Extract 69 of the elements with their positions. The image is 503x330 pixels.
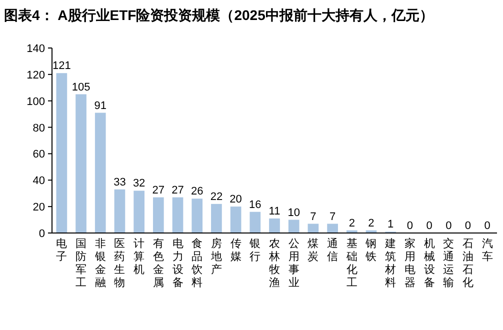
data-label: 32 xyxy=(132,178,146,190)
data-label: 121 xyxy=(52,60,71,72)
bar xyxy=(269,218,280,233)
y-tick-label: 100 xyxy=(26,96,45,108)
data-label: 105 xyxy=(72,81,90,94)
data-label: 0 xyxy=(464,220,472,232)
data-label: 11 xyxy=(268,205,280,218)
x-tick-label: 机械设备 xyxy=(424,238,435,289)
data-label: 1 xyxy=(388,218,394,231)
bar xyxy=(94,112,106,233)
data-label: 0 xyxy=(484,220,490,232)
x-tick-label: 传媒 xyxy=(230,238,242,263)
x-tick-label: 国防军工 xyxy=(76,238,87,289)
y-tick-label: 80 xyxy=(32,122,45,134)
x-tick-label: 非银金融 xyxy=(94,237,106,289)
data-label: 26 xyxy=(190,186,204,198)
data-label: 2 xyxy=(348,217,355,230)
x-tick-label: 医药生物 xyxy=(114,238,126,289)
y-tick-label: 120 xyxy=(26,69,45,82)
bar xyxy=(288,220,300,233)
data-label: 27 xyxy=(172,184,184,196)
x-tick-label: 家用电器 xyxy=(404,237,416,289)
chart-title: 图表4： A股行业ETF险资投资规模（2025中报前十大持有人，亿元） xyxy=(4,7,434,23)
x-tick-label: 建筑材料 xyxy=(384,237,396,289)
bar xyxy=(327,224,338,233)
data-label: 7 xyxy=(329,210,336,223)
data-label: 22 xyxy=(210,190,223,203)
x-tick-label: 石油石化 xyxy=(462,238,474,289)
y-tick-label: 20 xyxy=(32,202,45,214)
data-label: 91 xyxy=(94,100,106,112)
bar xyxy=(56,73,68,233)
x-tick-label: 公用事业 xyxy=(288,238,300,289)
x-tick-label: 煤炭 xyxy=(308,238,319,263)
x-tick-label: 交通运输 xyxy=(443,237,454,289)
x-tick-label: 通信 xyxy=(327,237,338,263)
x-tick-label: 汽车 xyxy=(482,238,493,263)
y-tick-label: 140 xyxy=(26,43,45,55)
bar xyxy=(134,190,144,233)
x-tick-label: 电力设备 xyxy=(172,237,184,289)
x-tick-label: 电子 xyxy=(56,237,68,263)
bar xyxy=(152,197,164,233)
data-label: 7 xyxy=(310,210,316,223)
y-tick-label: 60 xyxy=(32,148,45,161)
data-label: 2 xyxy=(368,217,374,230)
data-label: 33 xyxy=(114,176,126,188)
data-label: 27 xyxy=(152,184,165,196)
x-tick-label: 计算机 xyxy=(134,237,145,276)
bar xyxy=(114,189,126,233)
y-tick-label: 40 xyxy=(32,175,45,188)
bar xyxy=(211,204,222,233)
x-tick-label: 农林牧渔 xyxy=(268,238,280,289)
data-label: 20 xyxy=(230,194,242,206)
data-label: 0 xyxy=(446,220,452,232)
x-tick-label: 有色金属 xyxy=(152,238,164,289)
x-tick-label: 基础化工 xyxy=(345,237,358,289)
x-tick-label: 银行 xyxy=(248,238,261,263)
y-tick-label: 0 xyxy=(38,228,45,240)
bar xyxy=(172,197,184,233)
x-tick-label: 钢铁 xyxy=(364,238,377,263)
bar xyxy=(250,212,261,233)
bar xyxy=(192,198,203,233)
bar xyxy=(230,206,242,233)
x-tick-label: 食品饮料 xyxy=(190,238,203,289)
data-label: 0 xyxy=(426,220,432,232)
data-label: 16 xyxy=(249,198,262,211)
data-label: 10 xyxy=(288,206,300,219)
x-tick-label: 房地产 xyxy=(210,237,222,276)
data-label: 0 xyxy=(406,220,413,232)
bar xyxy=(76,94,86,233)
